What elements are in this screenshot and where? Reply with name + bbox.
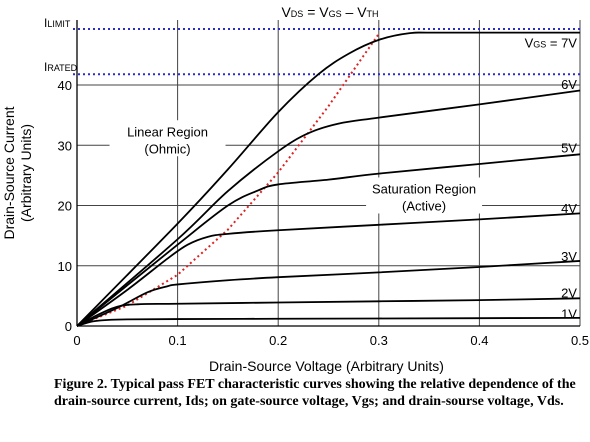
y-tick-label: 40 <box>58 78 72 93</box>
y-tick-label: 0 <box>65 319 72 334</box>
region-label-bg <box>366 177 483 214</box>
figure-caption: Figure 2. Typical pass FET characteristi… <box>54 377 576 409</box>
series-label-6V: 6V <box>561 77 577 92</box>
y-axis-label-line1: Drain-Source Current <box>1 106 17 239</box>
x-axis-label: Drain-Source Voltage (Arbitrary Units) <box>209 358 444 374</box>
y-axis-label: Drain-Source Current (Arbitrary Units) <box>1 106 34 239</box>
i-rated-label: IRATED <box>44 60 78 74</box>
x-tick-label: 0.1 <box>169 333 187 348</box>
y-tick-label: 20 <box>58 199 72 214</box>
series-line-7V <box>76 31 581 327</box>
y-tick-label: 10 <box>58 259 72 274</box>
linear-region-label: (Ohmic) <box>144 141 190 156</box>
series-label-7V: VGS = 7V <box>525 36 578 51</box>
chart-title: VDS = VGS – VTH <box>281 4 378 20</box>
x-tick-label: 0.2 <box>269 333 287 348</box>
x-tick-label: 0.5 <box>571 333 589 348</box>
x-tick-label: 0.3 <box>370 333 388 348</box>
series-label-1V: 1V <box>561 306 577 321</box>
saturation-region-label: Saturation Region <box>372 181 476 196</box>
grid <box>77 20 581 326</box>
region-label-bg <box>109 120 226 157</box>
saturation-region-label: (Active) <box>402 198 446 213</box>
x-tick-label: 0 <box>73 333 80 348</box>
saturation-boundary-line <box>76 33 380 327</box>
series-label-3V: 3V <box>561 249 577 264</box>
series-label-5V: 5V <box>561 141 577 156</box>
y-axis-label-line2: (Arbitrary Units) <box>18 124 34 222</box>
i-limit-label: ILIMIT <box>44 16 71 30</box>
series-line-5V <box>76 153 581 327</box>
y-tick-label: 30 <box>58 138 72 153</box>
series-line-6V <box>76 89 581 327</box>
linear-region-label: Linear Region <box>127 124 208 139</box>
series-line-1V <box>76 316 581 327</box>
series-line-4V <box>76 212 581 327</box>
series-label-2V: 2V <box>561 285 577 300</box>
series-line-2V <box>76 297 581 327</box>
series-line-3V <box>76 260 581 327</box>
x-tick-label: 0.4 <box>470 333 488 348</box>
series-label-4V: 4V <box>561 201 577 216</box>
fet-characteristic-chart: 0 0.1 0.2 0.3 0.4 0.5 0 10 20 30 40 Drain-Source Vo… <box>1 4 589 374</box>
